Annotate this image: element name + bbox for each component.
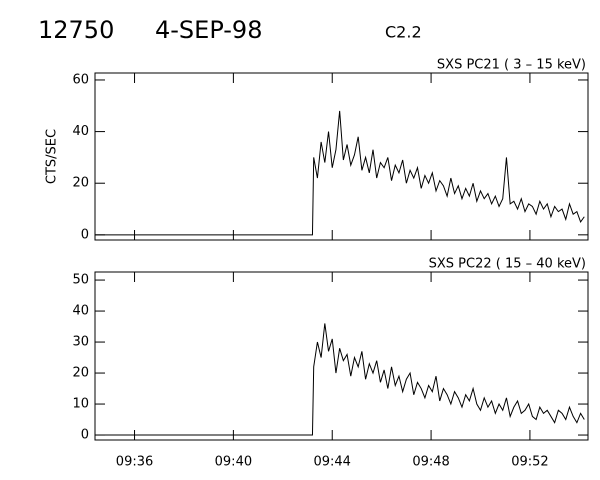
x-tick-label: 09:44 (313, 455, 350, 470)
y-axis-label: CTS/SEC (45, 129, 60, 184)
y-tick-label: 40 (72, 304, 89, 319)
flare-class: C2.2 (385, 23, 422, 42)
y-tick-label: 20 (72, 366, 89, 381)
x-tick-label: 09:48 (412, 455, 449, 470)
y-tick-label: 40 (72, 124, 89, 139)
x-tick-label: 09:52 (511, 455, 548, 470)
plot-frame (94, 72, 589, 241)
count-rate-line (95, 110, 585, 236)
y-tick-label: 60 (72, 72, 89, 87)
y-tick-label: 30 (72, 335, 89, 350)
x-tick-label: 09:36 (116, 455, 153, 470)
plot-frame (94, 271, 589, 441)
panel-title: SXS PC21 ( 3 – 15 keV) (437, 58, 586, 73)
event-id: 12750 (38, 16, 114, 44)
y-tick-label: 20 (72, 176, 89, 191)
y-tick-label: 10 (72, 397, 89, 412)
y-tick-label: 0 (81, 227, 89, 242)
panel-title: SXS PC22 ( 15 – 40 keV) (429, 257, 586, 272)
y-tick-label: 0 (81, 428, 89, 443)
x-tick-label: 09:40 (215, 455, 252, 470)
count-rate-line (95, 323, 585, 436)
event-date: 4-SEP-98 (155, 16, 262, 44)
y-tick-label: 50 (72, 273, 89, 288)
